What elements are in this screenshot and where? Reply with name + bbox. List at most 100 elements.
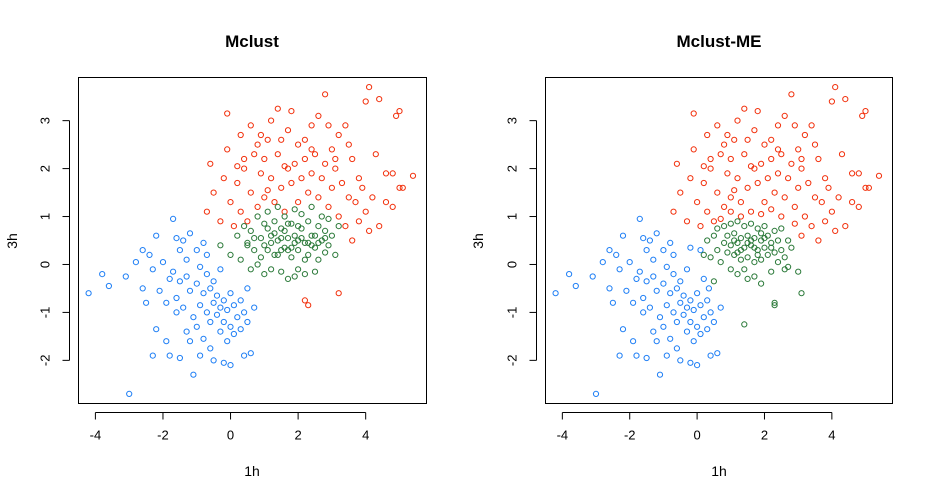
blue-cluster-point: [200, 239, 207, 246]
green-cluster-point: [751, 259, 758, 266]
red-cluster-point: [778, 151, 785, 158]
green-cluster-point: [278, 235, 285, 242]
blue-cluster-point: [139, 247, 146, 254]
green-cluster-point: [717, 259, 724, 266]
x-tick-label: -2: [624, 428, 636, 443]
red-cluster-point: [795, 146, 802, 153]
red-cluster-point: [670, 208, 677, 215]
blue-cluster-point: [193, 280, 200, 287]
green-cluster-point: [271, 230, 278, 237]
green-cluster-point: [774, 259, 782, 266]
red-cluster-point: [707, 155, 714, 163]
green-cluster-point: [707, 254, 714, 261]
green-cluster-point: [798, 290, 805, 297]
blue-cluster-point: [650, 273, 657, 280]
red-cluster-point: [288, 108, 295, 115]
red-cluster-point: [325, 203, 332, 210]
green-cluster-point: [315, 239, 322, 246]
green-cluster-point: [274, 251, 281, 258]
green-cluster-point: [227, 251, 234, 258]
blue-cluster-point: [646, 237, 654, 244]
red-cluster-point: [234, 179, 241, 187]
red-cluster-point: [207, 160, 214, 167]
blue-cluster-point: [697, 247, 704, 254]
blue-cluster-point: [690, 338, 697, 345]
blue-cluster-point: [163, 299, 170, 306]
green-cluster-point: [731, 237, 738, 244]
red-cluster-point: [727, 194, 734, 201]
green-cluster-point: [251, 235, 258, 242]
green-cluster-point: [741, 321, 748, 328]
green-cluster-point: [281, 213, 288, 220]
blue-cluster-point: [650, 256, 657, 263]
blue-cluster-point: [193, 323, 200, 330]
green-cluster-point: [251, 247, 258, 254]
x-tick-label: 4: [828, 428, 835, 443]
red-cluster-point: [677, 189, 684, 196]
blue-cluster-point: [183, 273, 190, 280]
red-cluster-point: [744, 136, 751, 143]
red-cluster-point: [744, 184, 751, 191]
blue-cluster-point: [683, 266, 691, 273]
y-axis-title: 3h: [470, 233, 486, 249]
green-cluster-point: [322, 249, 329, 256]
red-cluster-point: [308, 122, 315, 129]
red-cluster-point: [389, 203, 396, 210]
blue-cluster-point: [149, 352, 156, 359]
green-cluster-point: [788, 244, 795, 251]
blue-cluster-point: [203, 271, 210, 278]
red-cluster-point: [254, 141, 261, 148]
y-tick-label: 2: [505, 165, 520, 172]
red-cluster-point: [754, 108, 761, 115]
blue-cluster-point: [220, 318, 227, 326]
green-cluster-point: [335, 223, 342, 230]
blue-cluster-point: [694, 323, 701, 330]
blue-cluster-point: [680, 311, 687, 318]
blue-cluster-point: [139, 285, 146, 292]
red-cluster-point: [849, 199, 856, 206]
blue-cluster-point: [640, 309, 647, 316]
red-cluster-point: [241, 155, 248, 163]
red-cluster-point: [700, 179, 707, 187]
green-cluster-point: [761, 223, 768, 230]
green-cluster-point: [764, 251, 771, 258]
blue-cluster-point: [687, 318, 694, 326]
red-cluster-point: [295, 141, 302, 148]
red-cluster-point: [227, 199, 234, 206]
red-cluster-point: [828, 98, 836, 105]
green-cluster-point: [778, 247, 785, 254]
blue-cluster-point: [146, 251, 153, 258]
red-cluster-point: [717, 215, 724, 222]
red-cluster-point: [731, 136, 738, 143]
green-cluster-point: [268, 266, 275, 273]
red-cluster-point: [788, 91, 795, 98]
blue-cluster-point: [552, 290, 559, 297]
blue-cluster-point: [210, 299, 217, 306]
red-cluster-point: [382, 170, 390, 177]
blue-cluster-point: [217, 266, 224, 273]
red-cluster-point: [332, 165, 339, 172]
green-cluster-point: [744, 232, 751, 239]
blue-cluster-point: [704, 297, 711, 304]
green-cluster-point: [247, 266, 254, 273]
blue-cluster-point: [707, 352, 714, 359]
blue-cluster-point: [230, 302, 237, 309]
green-cluster-point: [288, 244, 295, 251]
red-cluster-point: [335, 290, 342, 297]
green-cluster-point: [768, 244, 775, 251]
red-cluster-point: [808, 122, 815, 129]
red-cluster-point: [724, 170, 731, 177]
red-cluster-point: [673, 160, 681, 167]
blue-cluster-point: [143, 299, 150, 306]
x-axis: -4 -2 0 2 4: [557, 412, 835, 443]
blue-cluster-point: [687, 359, 694, 366]
blue-cluster-point: [707, 309, 714, 316]
blue-cluster-point: [227, 290, 234, 297]
blue-cluster-point: [606, 247, 613, 254]
red-cluster-point: [298, 175, 305, 182]
red-cluster-point: [774, 170, 782, 177]
blue-cluster-point: [132, 259, 139, 266]
blue-cluster-point: [667, 335, 674, 342]
blue-cluster-point: [149, 266, 156, 273]
green-cluster-point: [284, 275, 292, 282]
